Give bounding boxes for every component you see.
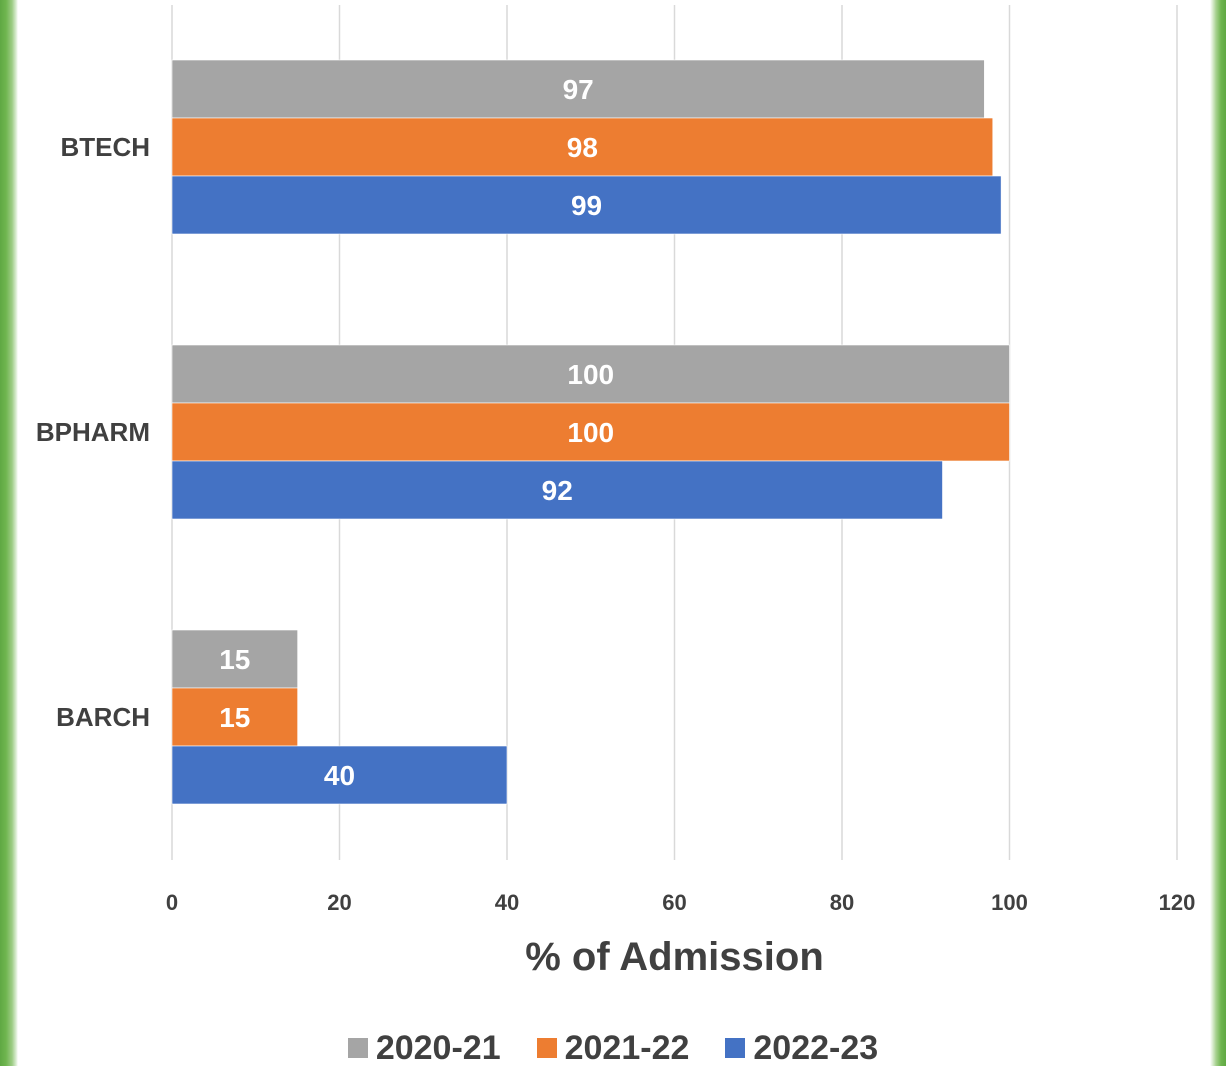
category-label-barch: BARCH [56, 702, 150, 732]
data-label-barch-2020-21: 15 [219, 644, 250, 675]
bar-barch-2022-23 [171, 745, 508, 805]
data-label-btech-2021-22: 98 [567, 132, 598, 163]
category-label-bpharm: BPHARM [36, 417, 150, 447]
legend-label-2022-23: 2022-23 [753, 1029, 879, 1067]
bars: 97 98 99 100 100 92 15 15 40 [171, 59, 1010, 805]
bar-barch-2020-21 [171, 629, 298, 689]
data-label-bpharm-2020-21: 100 [567, 359, 614, 390]
x-tick-label-20: 20 [327, 890, 351, 915]
category-labels: BTECH BPHARM BARCH [36, 132, 150, 732]
data-label-btech-2022-23: 99 [571, 190, 602, 221]
left-green-border [0, 0, 18, 1066]
data-label-btech-2020-21: 97 [563, 74, 594, 105]
bar-bpharm-2022-23 [171, 460, 943, 520]
x-tick-label-120: 120 [1159, 890, 1196, 915]
bar-btech-2020-21 [171, 59, 985, 119]
legend-swatch-2021-22 [536, 1038, 557, 1058]
right-green-border [1210, 0, 1226, 1066]
x-tick-label-60: 60 [662, 890, 686, 915]
legend-item-2020-21: 2020-21 [347, 1028, 501, 1068]
legend: 2020-21 2021-22 2022-23 [0, 1028, 1226, 1068]
legend-label-2021-22: 2021-22 [564, 1029, 690, 1067]
bar-btech-2022-23 [171, 175, 1002, 235]
data-label-bpharm-2021-22: 100 [567, 417, 614, 448]
legend-swatch-2022-23 [725, 1038, 746, 1058]
x-tick-label-0: 0 [166, 890, 178, 915]
bar-bpharm-2020-21 [171, 344, 1010, 404]
x-axis-title: % of Admission [525, 935, 824, 979]
data-label-bpharm-2022-23: 92 [542, 475, 573, 506]
legend-item-2022-23: 2022-23 [725, 1028, 878, 1068]
bar-btech-2021-22 [171, 117, 994, 177]
x-tick-label-40: 40 [495, 890, 519, 915]
category-label-btech: BTECH [60, 132, 150, 162]
data-label-barch-2021-22: 15 [219, 702, 250, 733]
data-label-barch-2022-23: 40 [324, 760, 355, 791]
x-tick-labels: 0 20 40 60 80 100 120 [166, 890, 1195, 915]
bar-bpharm-2021-22 [171, 402, 1010, 462]
legend-item-2021-22: 2021-22 [536, 1028, 690, 1068]
x-tick-label-100: 100 [991, 890, 1028, 915]
legend-label-2020-21: 2020-21 [375, 1029, 501, 1067]
x-tick-label-80: 80 [830, 890, 854, 915]
legend-swatch-2020-21 [347, 1038, 368, 1058]
